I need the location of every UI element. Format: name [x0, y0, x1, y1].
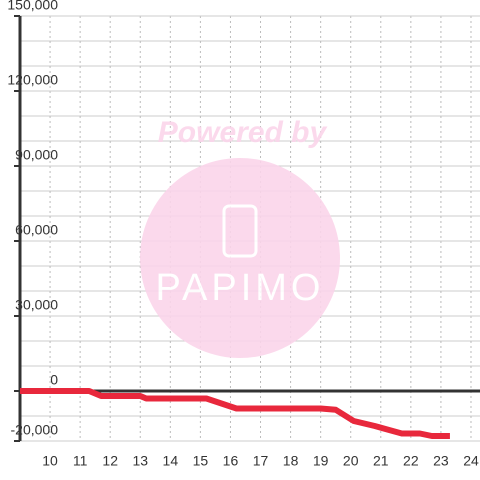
x-tick-label: 19	[313, 453, 329, 469]
x-tick-label: 24	[463, 453, 479, 469]
y-tick-label: 60,000	[15, 222, 58, 238]
watermark-icon	[222, 204, 258, 258]
x-tick-label: 10	[42, 453, 58, 469]
y-tick-label: 150,000	[7, 0, 58, 13]
x-tick-label: 17	[253, 453, 269, 469]
watermark: Powered by PAPIMO	[140, 116, 340, 358]
x-tick-label: 22	[403, 453, 419, 469]
watermark-title: Powered by	[158, 116, 328, 149]
x-tick-label: 11	[73, 453, 88, 469]
x-tick-label: 13	[132, 453, 148, 469]
watermark-brand: PAPIMO	[156, 267, 325, 309]
y-tick-label: -20,000	[11, 422, 59, 438]
data-line	[20, 388, 450, 439]
x-tick-label: 23	[433, 453, 449, 469]
x-tick-label: 15	[193, 453, 209, 469]
y-tick-label: 120,000	[7, 72, 58, 88]
x-tick-label: 21	[373, 453, 389, 469]
y-tick-label: 0	[50, 372, 58, 388]
x-tick-label: 18	[283, 453, 299, 469]
y-tick-label: 30,000	[15, 297, 58, 313]
x-tick-label: 14	[163, 453, 179, 469]
x-tick-label: 16	[223, 453, 239, 469]
x-tick-label: 20	[343, 453, 359, 469]
watermark-circle	[140, 158, 340, 358]
x-tick-label: 12	[102, 453, 118, 469]
y-tick-label: 90,000	[15, 147, 58, 163]
